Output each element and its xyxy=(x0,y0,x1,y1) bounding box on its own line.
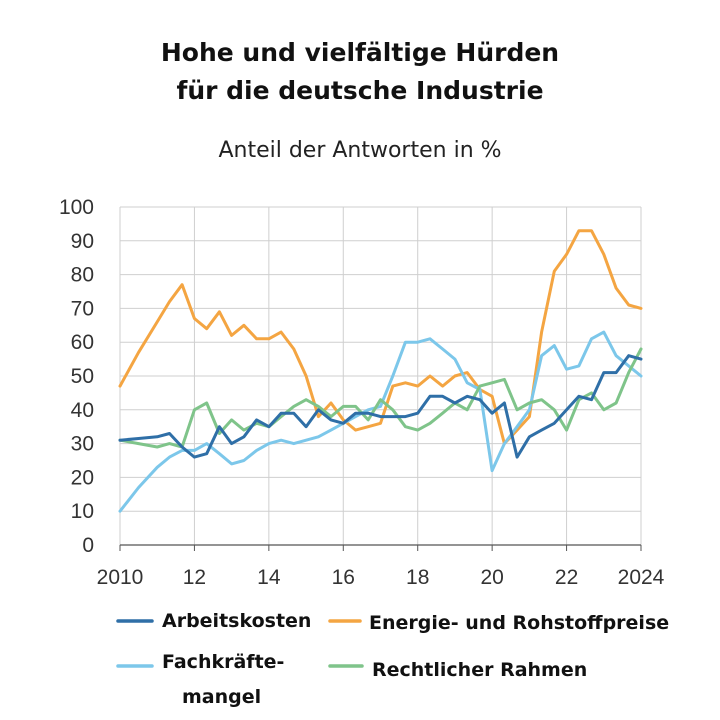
legend-label-4: Rechtlicher Rahmen xyxy=(372,659,587,681)
series-lines xyxy=(118,229,643,513)
y-tick-label: 90 xyxy=(71,230,94,253)
legend-label-3-line1: Fachkräfte- xyxy=(162,651,284,673)
y-tick-label: 10 xyxy=(71,500,94,523)
y-tick-label: 50 xyxy=(71,365,94,388)
legend-label-1: Arbeitskosten xyxy=(162,610,311,632)
series-line-3 xyxy=(118,330,643,513)
series-line-1 xyxy=(118,354,643,459)
chart-title: Hohe und vielfältige Hürden für die deut… xyxy=(0,34,720,110)
x-tick-label: 18 xyxy=(406,566,429,589)
x-tick-label: 2024 xyxy=(618,566,665,589)
y-tick-label: 60 xyxy=(71,331,94,354)
legend-label-2: Energie- und Rohstoffpreise xyxy=(369,612,669,634)
chart-title-line2: für die deutsche Industrie xyxy=(176,76,544,105)
series-line-2 xyxy=(118,229,643,446)
x-tick-label: 2010 xyxy=(97,566,144,589)
y-tick-label: 100 xyxy=(59,196,94,219)
x-tick-label: 22 xyxy=(555,566,578,589)
chart-subtitle: Anteil der Antworten in % xyxy=(218,138,502,163)
y-tick-label: 70 xyxy=(71,297,94,320)
axes: 0 10 20 30 40 50 60 70 80 90 100 2010 12 14 16 18 20 22 20… xyxy=(59,196,665,589)
y-tick-label: 30 xyxy=(71,433,94,456)
y-tick-label: 0 xyxy=(82,534,94,557)
x-tick-label: 16 xyxy=(332,566,355,589)
x-tick-label: 20 xyxy=(480,566,503,589)
chart-title-line1: Hohe und vielfältige Hürden xyxy=(160,38,560,67)
x-tick-label: 12 xyxy=(183,566,206,589)
y-tick-label: 40 xyxy=(71,399,94,422)
y-tick-label: 20 xyxy=(71,466,94,489)
legend-label-3-line2: mangel xyxy=(182,686,261,708)
x-tick-label: 14 xyxy=(257,566,281,589)
y-tick-label: 80 xyxy=(71,264,94,287)
legend: Arbeitskosten Energie- und Rohstoffpreise… xyxy=(116,610,669,708)
